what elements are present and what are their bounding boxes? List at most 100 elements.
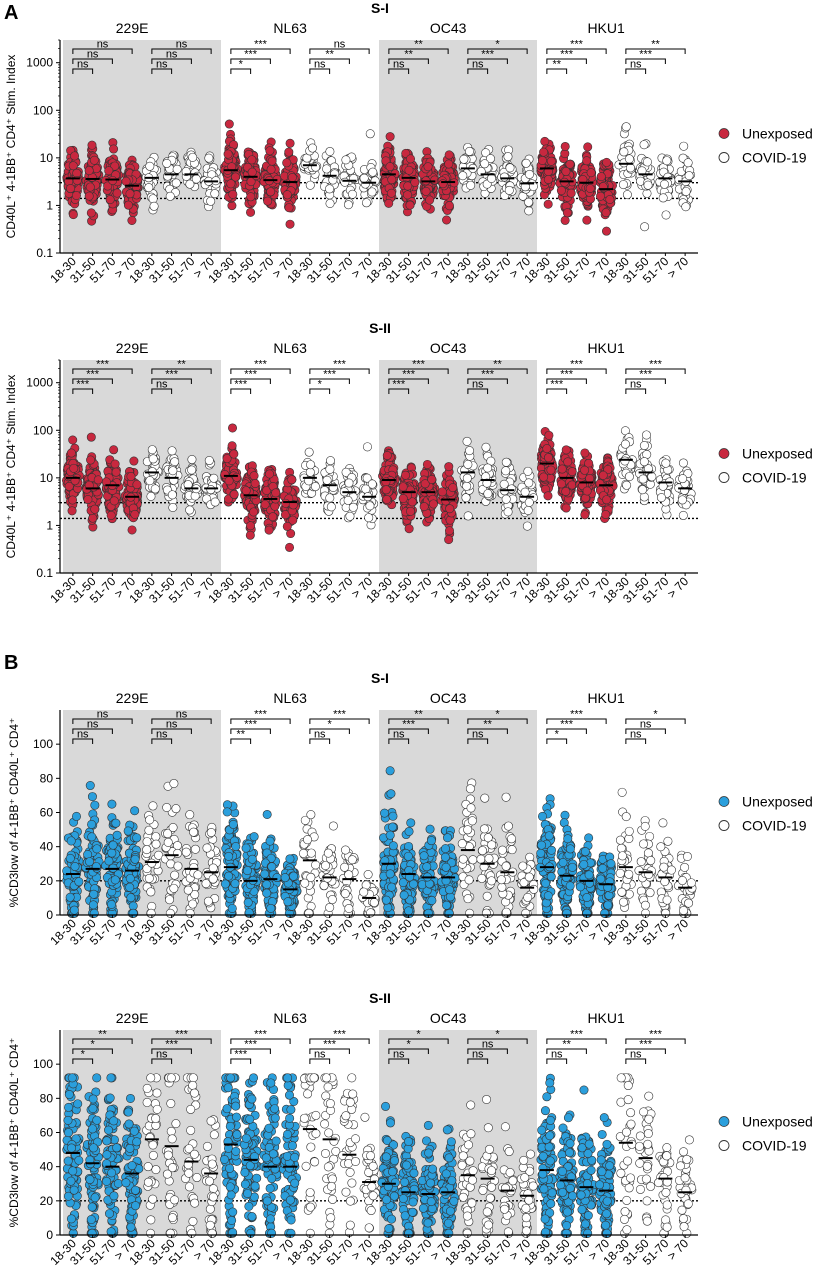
data-point [187, 465, 197, 475]
data-point [556, 479, 566, 489]
y-axis-label: CD40L⁺ 4-1BB⁺ CD4⁺ Stim. Index [4, 55, 18, 239]
covid-points [674, 141, 696, 212]
data-point [580, 465, 590, 475]
data-point [163, 171, 173, 181]
data-point [366, 908, 376, 918]
data-point [347, 189, 357, 199]
virus-label: OC43 [430, 340, 467, 356]
data-point [224, 851, 234, 861]
data-point [250, 479, 260, 489]
data-point [560, 215, 570, 225]
y-tick-label: 10 [40, 471, 54, 485]
significance-label: *** [254, 359, 268, 371]
covid-points [299, 138, 322, 190]
y-tick-label: 1000 [26, 376, 53, 390]
data-point [325, 146, 335, 156]
significance-label: *** [96, 359, 110, 371]
data-point [181, 847, 191, 857]
data-point [681, 186, 691, 196]
data-point [287, 475, 297, 485]
data-point [263, 196, 273, 206]
data-point [522, 521, 532, 531]
data-point [542, 444, 552, 454]
data-point [70, 862, 80, 872]
data-point [167, 446, 177, 456]
data-point [505, 163, 515, 173]
data-point [520, 487, 530, 497]
data-point [90, 800, 100, 810]
data-point [521, 158, 531, 168]
data-point [444, 535, 454, 545]
data-point [168, 502, 178, 512]
data-point [364, 513, 374, 523]
data-point [499, 172, 509, 182]
unexposed-points [555, 141, 577, 225]
virus-label: OC43 [430, 690, 467, 706]
y-tick-label: 1 [46, 518, 53, 532]
data-point [403, 190, 413, 200]
covid-points [655, 153, 676, 220]
data-point [185, 179, 195, 189]
data-point [410, 177, 420, 187]
data-point [86, 455, 96, 465]
data-point [144, 183, 154, 193]
data-point [267, 156, 277, 166]
data-point [382, 451, 392, 461]
data-point [242, 866, 252, 876]
data-point [125, 882, 135, 892]
data-point [127, 216, 137, 226]
data-point [602, 495, 612, 505]
data-point [204, 153, 214, 163]
data-point [69, 905, 79, 915]
data-point [486, 173, 496, 183]
data-point [90, 504, 100, 514]
virus-label: 229E [116, 690, 149, 706]
data-point [643, 180, 653, 190]
legend-marker-unexposed [718, 448, 730, 459]
data-point [647, 472, 657, 482]
virus-label: NL63 [273, 340, 307, 356]
data-point [523, 466, 533, 476]
data-point [93, 475, 103, 485]
data-point [437, 487, 447, 497]
data-point [583, 142, 593, 152]
data-point [148, 801, 158, 811]
data-point [325, 464, 335, 474]
data-point [172, 848, 182, 858]
data-point [463, 459, 473, 469]
data-point [306, 848, 316, 858]
data-point [130, 509, 140, 519]
y-tick-label: 0.1 [36, 246, 53, 260]
data-point [224, 476, 234, 486]
data-point [368, 167, 378, 177]
data-point [89, 155, 99, 165]
y-tick-label: 0.1 [36, 566, 53, 580]
data-point [266, 903, 276, 913]
data-point [104, 166, 114, 176]
data-point [87, 819, 97, 829]
data-point [246, 521, 256, 531]
data-point [69, 463, 79, 473]
data-point [289, 871, 299, 881]
data-point [638, 474, 648, 484]
data-point [282, 190, 292, 200]
data-point [305, 467, 315, 477]
data-point [506, 484, 516, 494]
virus-label: HKU1 [587, 20, 625, 36]
data-point [561, 445, 571, 455]
data-point [167, 490, 177, 500]
data-point [343, 495, 353, 505]
data-point [265, 836, 275, 846]
data-point [127, 525, 137, 535]
data-point [126, 893, 136, 903]
significance-label: * [495, 39, 500, 51]
data-point [580, 510, 590, 520]
data-point [561, 167, 571, 177]
significance-label: ns [393, 59, 405, 71]
data-point [185, 505, 195, 515]
data-point [639, 457, 649, 467]
data-point [359, 173, 369, 183]
data-point [427, 474, 437, 484]
data-point [146, 491, 156, 501]
data-point [537, 155, 547, 165]
